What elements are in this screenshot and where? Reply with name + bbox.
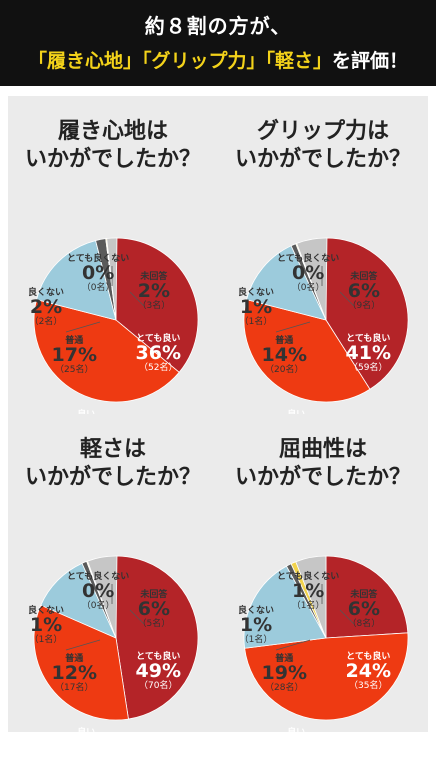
slice-label-count: （0名）: [277, 284, 339, 293]
slice-label-count: （71名）: [274, 758, 319, 767]
slice-label-percent: 0%: [67, 582, 129, 602]
slice-label-count: （51名）: [64, 758, 109, 767]
slice-label-percent: 49%: [274, 738, 319, 758]
chart-panel: 履き心地は いかがでしたか？とても良い36%（52名）良い43%（62名）普通1…: [8, 96, 218, 414]
slice-label-count: （3名）: [138, 302, 171, 311]
slice-label-count: （59名）: [346, 364, 391, 373]
slice-label-count: （9名）: [348, 302, 381, 311]
slice-label-percent: 2%: [138, 282, 171, 302]
slice-label-percent: 1%: [238, 298, 274, 318]
slice-label-count: （17名）: [52, 684, 97, 693]
slice-label-percent: 49%: [136, 662, 181, 682]
slice-label-count: （2名）: [28, 318, 64, 327]
slice-label-percent: 24%: [346, 662, 391, 682]
header-line-2: 「履き心地」「グリップ力」「軽さ」を評価！: [0, 46, 436, 73]
slice-label-count: （0名）: [67, 284, 129, 293]
slice-label-percent: 17%: [52, 346, 97, 366]
slice-label-count: （5名）: [138, 620, 171, 629]
slice-label-count: （1名）: [238, 636, 274, 645]
slice-label-percent: 12%: [52, 664, 97, 684]
slice-label-percent: 6%: [348, 282, 381, 302]
slice-label-percent: 6%: [138, 600, 171, 620]
slice-label-percent: 0%: [67, 264, 129, 284]
header-highlight: 「履き心地」「グリップ力」「軽さ」: [28, 50, 332, 72]
slice-label-percent: 14%: [262, 346, 307, 366]
header-banner: 約８割の方が、 「履き心地」「グリップ力」「軽さ」を評価！: [0, 0, 436, 86]
slice-label-count: （1名）: [277, 602, 339, 611]
slice-label-count: （35名）: [346, 682, 391, 691]
slice-label-count: （28名）: [262, 684, 307, 693]
slice-label-percent: 6%: [348, 600, 381, 620]
slice-label-percent: 0%: [277, 264, 339, 284]
slice-label-count: （0名）: [67, 602, 129, 611]
chart-panel: グリップ力は いかがでしたか？とても良い41%（59名）良い38%（55名）普通…: [218, 96, 428, 414]
slice-label-count: （8名）: [348, 620, 381, 629]
slice-label-percent: 36%: [136, 344, 181, 364]
slice-label-percent: 1%: [238, 616, 274, 636]
slice-label-percent: 35%: [64, 738, 109, 758]
slice-label-percent: 1%: [277, 582, 339, 602]
slice-label-percent: 1%: [28, 616, 64, 636]
slice-label-count: （1名）: [28, 636, 64, 645]
header-line-1: 約８割の方が、: [0, 10, 436, 39]
slice-label-count: （20名）: [262, 366, 307, 375]
slice-label-count: （52名）: [136, 364, 181, 373]
slice-label-percent: 41%: [346, 344, 391, 364]
slice-label-percent: 2%: [28, 298, 64, 318]
slice-label-count: （25名）: [52, 366, 97, 375]
slice-label-count: （70名）: [136, 682, 181, 691]
slice-label-count: （1名）: [238, 318, 274, 327]
slice-label-percent: 19%: [262, 664, 307, 684]
header-tail: を評価！: [332, 50, 408, 72]
